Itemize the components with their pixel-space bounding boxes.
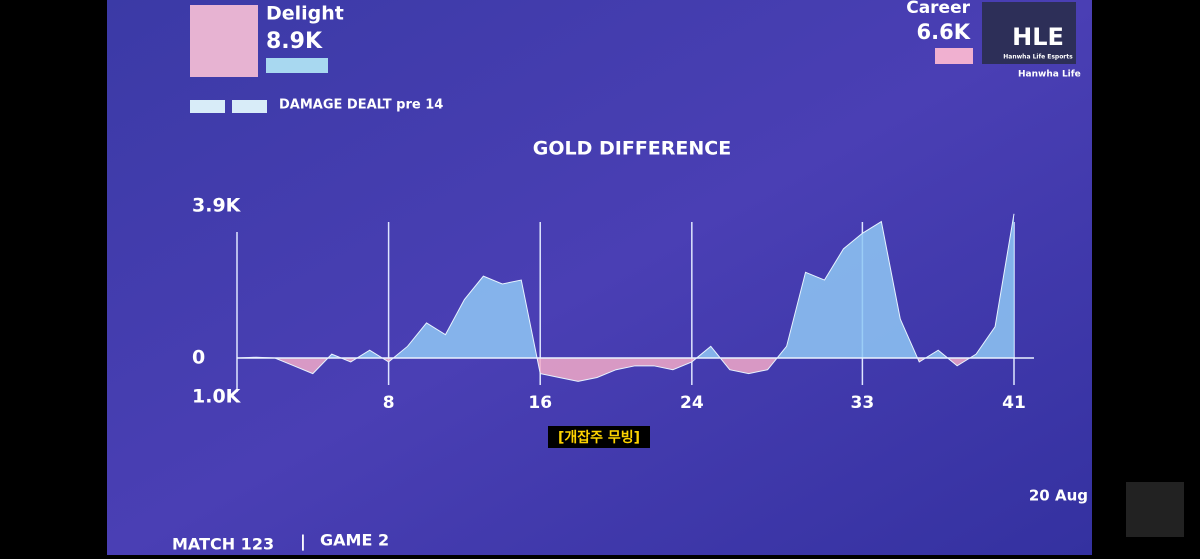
career-label: Career [906, 0, 970, 18]
corner-logo [1126, 482, 1184, 537]
y-tick-label: 1.0K [192, 386, 242, 408]
player-name: Delight [266, 3, 344, 25]
legend-box [190, 100, 225, 113]
y-tick-label: 3.9K [192, 195, 242, 217]
player-portrait [190, 5, 258, 77]
separator: | [300, 532, 306, 552]
metric-label: DAMAGE DEALT pre 14 [279, 98, 443, 113]
legend-box [232, 100, 267, 113]
team-name: HLE [1012, 23, 1064, 51]
area-positive [237, 213, 1014, 359]
area-negative [274, 358, 970, 382]
match-label: MATCH 123 [172, 535, 274, 554]
x-tick-label: 24 [680, 393, 704, 413]
player-value: 8.9K [266, 29, 323, 54]
chart-title: GOLD DIFFERENCE [533, 138, 731, 160]
caption: [개잡주 무빙] [558, 429, 640, 446]
x-tick-label: 8 [383, 393, 395, 413]
x-tick-label: 41 [1002, 393, 1026, 413]
background [107, 0, 1092, 555]
sponsor: Hanwha Life [1018, 70, 1081, 80]
career-value: 6.6K [917, 20, 971, 44]
player-bar [266, 58, 328, 73]
x-tick-label: 16 [528, 393, 552, 413]
team-full: Hanwha Life Esports [1003, 54, 1073, 61]
x-tick-label: 33 [851, 393, 875, 413]
y-tick-label: 0 [192, 347, 205, 369]
career-bar [935, 48, 973, 64]
team-logo [982, 2, 1076, 64]
game-label: GAME 2 [320, 531, 389, 550]
line [236, 213, 1015, 382]
date: 20 Aug [1029, 487, 1088, 505]
caption-bg [548, 426, 650, 448]
